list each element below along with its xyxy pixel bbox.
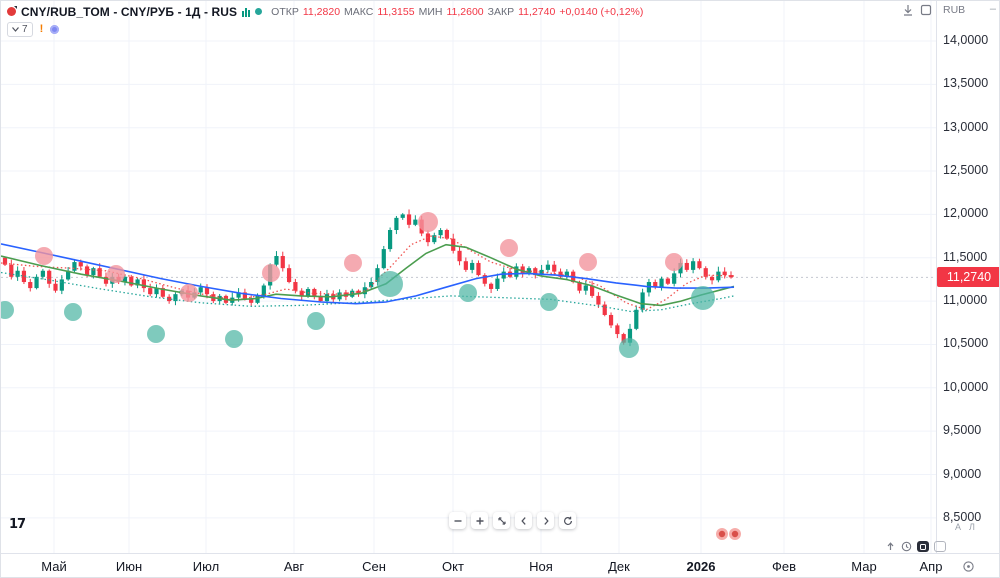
indicators-collapse-button[interactable]: 7 (7, 21, 33, 37)
scroll-right-button[interactable] (537, 512, 554, 529)
zoom-out-button[interactable] (449, 512, 466, 529)
maximize-box-icon[interactable] (920, 4, 932, 16)
indicator-status-icon[interactable] (50, 24, 60, 34)
tradingview-logo[interactable]: 17 (9, 517, 26, 532)
last-price-tag: 11,2740 (937, 267, 999, 288)
warning-icon[interactable]: ! (39, 23, 44, 35)
legend-row-main: CNY/RUB_TOM - CNY/РУБ - 1Д - RUS ОТКР 11… (7, 4, 643, 19)
time-tick-label[interactable]: Мар (851, 559, 877, 574)
go-to-realtime-icon[interactable] (885, 541, 896, 552)
scale-mode-toggles: А Л (955, 522, 975, 532)
log-scale-toggle[interactable]: Л (969, 522, 975, 532)
time-axis-settings-icon[interactable] (962, 560, 975, 573)
chart-corner-controls (902, 4, 932, 16)
symbol-title[interactable]: CNY/RUB_TOM - CNY/РУБ - 1Д - RUS (21, 4, 238, 19)
legend-row-indicators: 7 ! (7, 21, 643, 37)
event-dots (716, 528, 741, 540)
panel-glyph-icon (920, 543, 926, 550)
high-value: 11,3155 (377, 5, 415, 18)
candlestick-chart-canvas[interactable] (1, 1, 936, 553)
time-tick-label[interactable]: Авг (283, 559, 305, 574)
panel-toggle-inactive[interactable] (934, 541, 946, 552)
price-axis-currency[interactable]: RUB (943, 4, 966, 16)
instrument-logo-icon (7, 7, 16, 16)
price-tick-label: 10,5000 (943, 336, 989, 351)
price-tick-label: 8,5000 (943, 509, 982, 524)
arrow-down-icon[interactable] (902, 4, 914, 16)
high-label: МАКС (344, 5, 374, 18)
close-label: ЗАКР (487, 5, 515, 18)
price-tick-label: 13,5000 (943, 76, 989, 91)
chart-navigation-toolbar (449, 512, 576, 529)
close-value: 11,2740 (518, 5, 556, 18)
price-tick-label: 14,0000 (943, 33, 989, 47)
zoom-in-button[interactable] (471, 512, 488, 529)
market-status-icon (255, 8, 263, 15)
time-tick-label[interactable]: Фев (771, 559, 797, 574)
low-label: МИН (418, 5, 443, 18)
price-tick-label: 9,5000 (943, 423, 982, 438)
signal-markers (1, 212, 715, 358)
open-value: 11,2820 (302, 5, 341, 18)
pan-mode-button[interactable] (493, 512, 510, 529)
price-tick-label: 10,0000 (943, 379, 989, 394)
indicators-count: 7 (22, 23, 28, 35)
panel-toggle-active[interactable] (917, 541, 929, 552)
chevron-left-icon (520, 516, 526, 525)
time-tick-label[interactable]: Дек (608, 559, 630, 574)
time-axis[interactable]: Май Июн Июл Авг Сен Окт Ноя Дек 2026 Фев Мар Апр (1, 554, 999, 577)
timezone-clock-icon[interactable] (901, 541, 912, 552)
price-tick-label: 12,5000 (943, 163, 989, 178)
price-tick-label: 12,0000 (943, 206, 989, 221)
symbol-legend: CNY/RUB_TOM - CNY/РУБ - 1Д - RUS ОТКР 11… (7, 4, 643, 37)
low-value: 11,2600 (446, 5, 484, 18)
auto-scale-toggle[interactable]: А (955, 522, 962, 532)
time-tick-label[interactable]: Окт (442, 559, 464, 574)
reset-view-button[interactable] (559, 512, 576, 529)
time-axis-divider (1, 553, 999, 554)
bars-chart-icon (242, 7, 251, 17)
time-tick-label[interactable]: Июн (115, 559, 143, 574)
chevron-right-icon (543, 516, 549, 525)
chevron-down-icon (12, 26, 19, 32)
time-tick-label[interactable]: 2026 (686, 559, 716, 574)
price-axis[interactable]: RUB – 11,2740 А Л 14,0000 13,5000 13,0000 1… (937, 1, 999, 553)
time-tick-label[interactable]: Ноя (529, 559, 553, 574)
ohlc-readout: ОТКР 11,2820 МАКС 11,3155 МИН 11,2600 ЗА… (271, 6, 643, 18)
minus-icon (454, 519, 461, 522)
scroll-left-button[interactable] (515, 512, 532, 529)
time-tick-label[interactable]: Сен (362, 559, 386, 574)
bottom-right-controls (885, 541, 946, 552)
ma-red-dotted-line (1, 235, 735, 311)
time-tick-label[interactable]: Май (41, 559, 67, 574)
collapse-axis-icon[interactable]: – (989, 3, 996, 15)
last-price-value: 11,2740 (946, 270, 992, 285)
price-tick-label: 9,0000 (943, 466, 982, 481)
change-value: +0,0140 (+0,12%) (559, 5, 644, 18)
price-tick-label: 13,0000 (943, 119, 989, 134)
open-label: ОТКР (271, 5, 299, 18)
price-axis-divider (936, 1, 937, 577)
ma-teal-dotted-line (1, 271, 735, 313)
price-tick-label: 11,5000 (943, 249, 988, 264)
time-tick-label[interactable]: Апр (919, 559, 943, 574)
price-tick-label: 11,0000 (943, 293, 988, 308)
ma-blue-line (1, 243, 735, 305)
diagonal-arrows-icon (497, 516, 506, 525)
plus-icon (476, 517, 483, 524)
reset-icon (563, 516, 572, 525)
time-tick-label[interactable]: Июл (192, 559, 220, 574)
